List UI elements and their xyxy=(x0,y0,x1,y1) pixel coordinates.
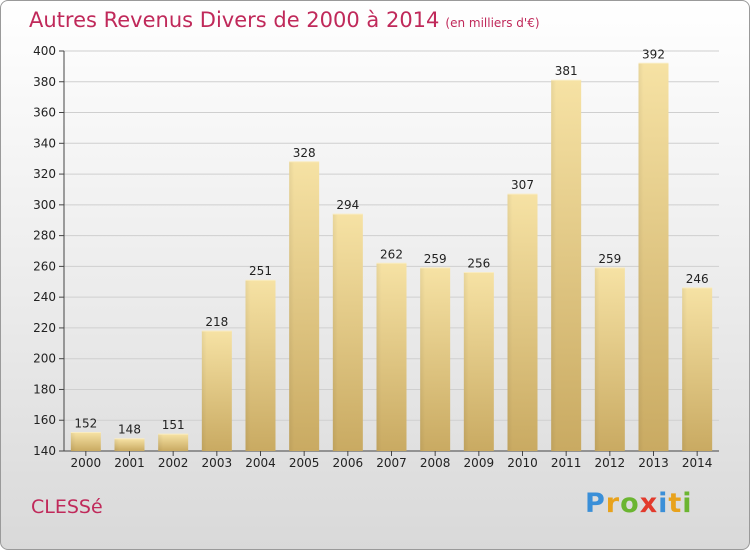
axes: 140 160 180 200 220 240 260 280 300 320 340 360 380 4… xyxy=(33,44,719,470)
y-tick-label: 220 xyxy=(33,321,56,335)
value-label: 307 xyxy=(511,178,534,192)
value-label: 218 xyxy=(205,315,228,329)
x-tick-label: 2007 xyxy=(376,456,407,470)
logo-letter: i xyxy=(658,488,669,519)
y-tick-label: 380 xyxy=(33,75,56,89)
x-tick-label: 2000 xyxy=(71,456,102,470)
logo-letter: x xyxy=(639,488,659,519)
y-tick-label: 360 xyxy=(33,106,56,120)
value-label: 148 xyxy=(118,423,141,437)
x-tick-label: 2003 xyxy=(202,456,233,470)
y-tick-label: 260 xyxy=(33,259,56,273)
title-main: Autres Revenus Divers de 2000 à 2014 xyxy=(29,8,440,32)
logo-letter: P xyxy=(585,488,606,519)
value-label: 294 xyxy=(336,198,359,212)
bar-shade xyxy=(551,80,557,451)
logo-letter: r xyxy=(605,488,621,519)
logo-letter: o xyxy=(620,488,640,519)
x-tick-label: 2011 xyxy=(551,456,582,470)
bar xyxy=(158,434,189,451)
x-tick-label: 2008 xyxy=(420,456,451,470)
logo-letter: i xyxy=(682,488,693,519)
x-tick-label: 2006 xyxy=(333,456,364,470)
proxiti-logo: Proxiti xyxy=(585,488,693,519)
y-tick-label: 340 xyxy=(33,136,56,150)
bar-shade xyxy=(638,63,644,452)
value-label: 151 xyxy=(162,418,185,432)
commune-name: CLESSé xyxy=(31,496,103,518)
x-tick-label: 2009 xyxy=(464,456,495,470)
value-label: 251 xyxy=(249,264,272,278)
value-label: 262 xyxy=(380,247,403,261)
y-tick-label: 280 xyxy=(33,229,56,243)
x-tick-label: 2002 xyxy=(158,456,189,470)
chart-title: Autres Revenus Divers de 2000 à 2014 (en … xyxy=(29,8,540,32)
bar-shade xyxy=(114,438,120,451)
bar xyxy=(114,438,145,451)
x-tick-label: 2012 xyxy=(595,456,626,470)
value-label: 259 xyxy=(598,252,621,266)
title-unit: (en milliers d'€) xyxy=(445,16,540,30)
bars xyxy=(70,62,713,452)
x-tick-label: 2014 xyxy=(682,456,713,470)
y-tick-label: 320 xyxy=(33,167,56,181)
y-tick-label: 200 xyxy=(33,352,56,366)
value-label: 392 xyxy=(642,47,665,61)
value-label: 246 xyxy=(686,272,709,286)
bar-shade xyxy=(158,434,164,451)
x-tick-label: 2005 xyxy=(289,456,320,470)
x-tick-label: 2004 xyxy=(245,456,276,470)
y-tick-label: 160 xyxy=(33,413,56,427)
bar-shade xyxy=(70,432,76,451)
bar-shade xyxy=(507,194,513,452)
y-tick-label: 240 xyxy=(33,290,56,304)
value-label: 381 xyxy=(555,64,578,78)
bar-shade xyxy=(245,280,251,451)
bar-shade xyxy=(682,287,688,451)
y-tick-label: 400 xyxy=(33,44,56,58)
bar-shade xyxy=(463,272,469,451)
bar-shade xyxy=(376,263,382,451)
x-tick-label: 2010 xyxy=(507,456,538,470)
bar-shade xyxy=(289,161,295,451)
value-label: 328 xyxy=(293,146,316,160)
bar-shade xyxy=(201,331,207,451)
x-tick-label: 2001 xyxy=(114,456,145,470)
x-tick-label: 2013 xyxy=(638,456,669,470)
logo-letter: t xyxy=(668,488,683,519)
value-label: 152 xyxy=(74,417,97,431)
bar-shade xyxy=(332,214,338,451)
y-tick-label: 180 xyxy=(33,382,56,396)
y-tick-label: 140 xyxy=(33,444,56,458)
bar-shade xyxy=(594,267,600,451)
y-tick-label: 300 xyxy=(33,198,56,212)
value-labels: 152 148 151 218 251 328 294 262 259 256 307 381 259 3… xyxy=(74,47,708,436)
value-label: 259 xyxy=(424,252,447,266)
bar-shade xyxy=(420,267,426,451)
value-label: 256 xyxy=(467,257,490,271)
bar xyxy=(70,432,101,451)
